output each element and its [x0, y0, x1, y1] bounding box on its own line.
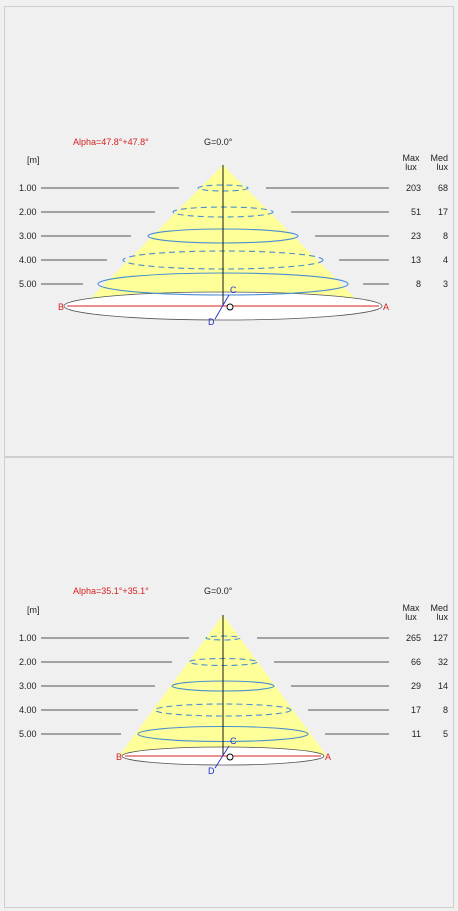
- iso-ellipse-4: [154, 703, 292, 717]
- distance-value: 5.00: [19, 279, 37, 289]
- max-lux-value: 66: [411, 657, 421, 667]
- max-lux-value: 8: [416, 279, 421, 289]
- max-lux-value: 11: [412, 729, 421, 739]
- point-d-label: D: [208, 317, 215, 327]
- alpha-label: Alpha=47.8°+47.8°: [73, 137, 149, 147]
- distance-value: 4.00: [19, 705, 37, 715]
- point-d-label: D: [208, 766, 215, 776]
- max-lux-value: 265: [406, 633, 421, 643]
- max-lux-header-2: lux: [405, 612, 417, 622]
- distance-value: 1.00: [19, 633, 37, 643]
- max-lux-value: 17: [411, 705, 421, 715]
- light-cone-panel-2: Alpha=35.1°+35.1° G=0.0° [m] Max lux Med…: [4, 457, 454, 908]
- light-cone-panel-1: Alpha=47.8°+47.8° G=0.0° [m] Max lux Med…: [4, 6, 454, 457]
- alpha-label: Alpha=35.1°+35.1°: [73, 586, 149, 596]
- distance-value: 4.00: [19, 255, 37, 265]
- med-lux-header-2: lux: [436, 612, 448, 622]
- origin-marker: [226, 753, 234, 761]
- c-d-axis: [214, 294, 230, 320]
- light-cone-diagram-1: Alpha=47.8°+47.8° G=0.0° [m] Max lux Med…: [19, 137, 448, 327]
- med-lux-value: 3: [443, 279, 448, 289]
- med-lux-value: 127: [433, 633, 448, 643]
- med-lux-value: 4: [443, 255, 448, 265]
- distance-value: 3.00: [19, 681, 37, 691]
- unit-label: [m]: [27, 605, 40, 615]
- max-lux-value: 203: [406, 183, 421, 193]
- point-a-label: A: [325, 752, 331, 762]
- med-lux-value: 68: [438, 183, 448, 193]
- point-c-label: C: [230, 285, 237, 295]
- med-lux-value: 8: [443, 705, 448, 715]
- med-lux-value: 5: [443, 729, 448, 739]
- max-lux-header-1: Max: [402, 153, 420, 163]
- med-lux-value: 32: [438, 657, 448, 667]
- point-c-label: C: [230, 736, 237, 746]
- distance-value: 5.00: [19, 729, 37, 739]
- point-b-label: B: [116, 752, 122, 762]
- max-lux-value: 29: [411, 681, 421, 691]
- c-d-axis: [214, 745, 230, 769]
- med-lux-header-1: Med: [430, 153, 448, 163]
- med-lux-value: 14: [438, 681, 448, 691]
- max-lux-header-1: Max: [402, 603, 420, 613]
- med-lux-value: 17: [438, 207, 448, 217]
- distance-value: 2.00: [19, 657, 37, 667]
- med-lux-header-1: Med: [430, 603, 448, 613]
- max-lux-value: 23: [411, 231, 421, 241]
- gamma-label: G=0.0°: [204, 586, 233, 596]
- distance-value: 1.00: [19, 183, 37, 193]
- med-lux-value: 8: [443, 231, 448, 241]
- max-lux-header-2: lux: [405, 162, 417, 172]
- origin-marker: [226, 303, 234, 311]
- unit-label: [m]: [27, 155, 40, 165]
- light-cone-diagram-2: Alpha=35.1°+35.1° G=0.0° [m] Max lux Med…: [19, 586, 448, 776]
- med-lux-header-2: lux: [436, 162, 448, 172]
- gamma-label: G=0.0°: [204, 137, 233, 147]
- point-a-label: A: [383, 302, 389, 312]
- distance-value: 2.00: [19, 207, 37, 217]
- distance-value: 3.00: [19, 231, 37, 241]
- max-lux-value: 51: [411, 207, 421, 217]
- point-b-label: B: [58, 302, 64, 312]
- max-lux-value: 13: [411, 255, 421, 265]
